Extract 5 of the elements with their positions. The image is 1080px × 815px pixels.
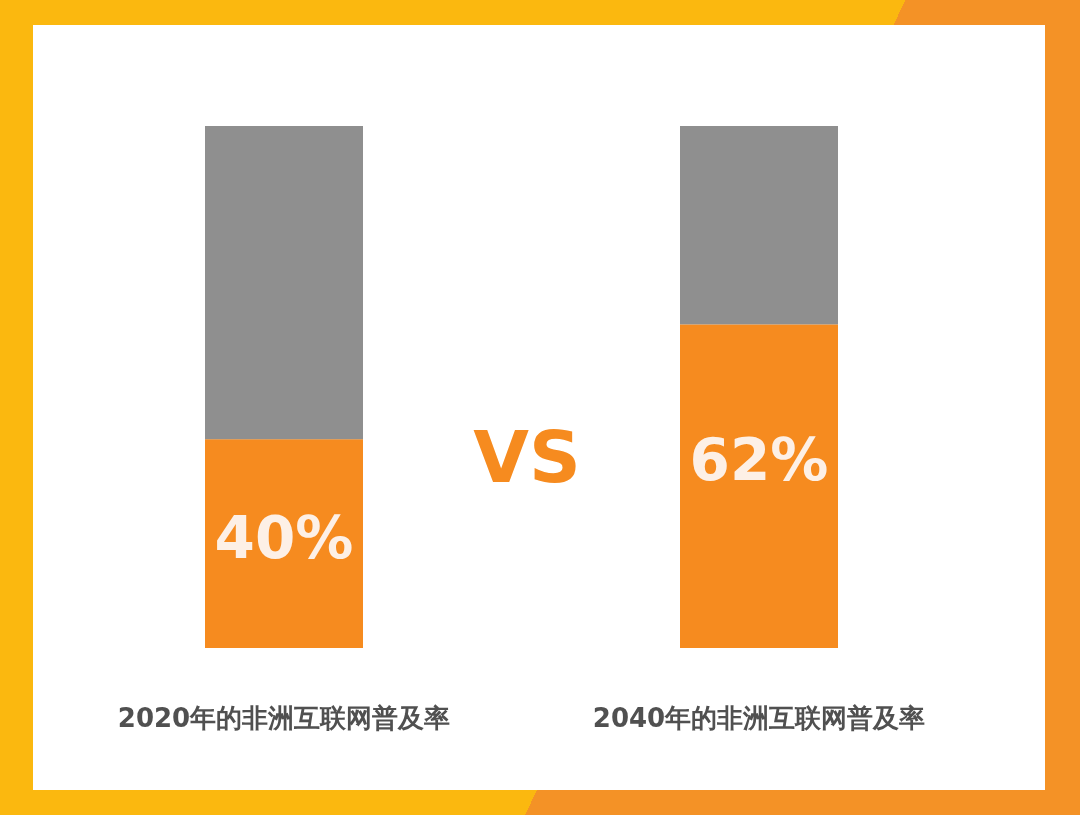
annotation: VS bbox=[473, 415, 581, 499]
x-tick-label: 2020年的非洲互联网普及率 bbox=[117, 703, 451, 733]
x-tick-label: 2040年的非洲互联网普及率 bbox=[592, 703, 926, 733]
data-label: 40% bbox=[214, 503, 354, 572]
data-label: 62% bbox=[689, 426, 829, 495]
